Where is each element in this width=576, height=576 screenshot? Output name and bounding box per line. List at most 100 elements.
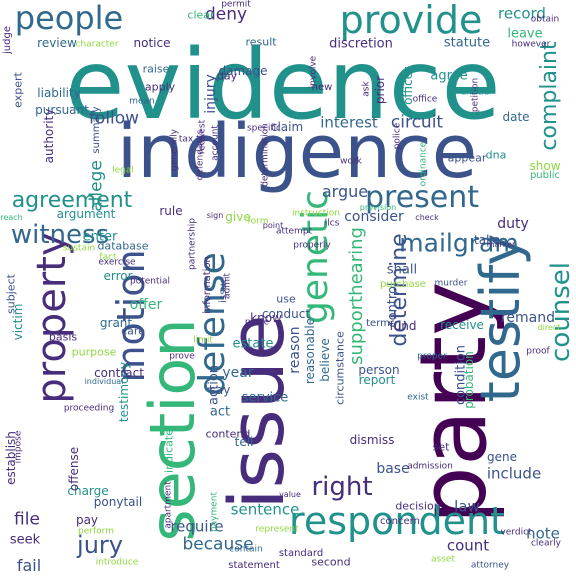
word-perform: perform bbox=[78, 526, 114, 537]
word-believe: believe bbox=[318, 338, 332, 382]
word-clearly: clearly bbox=[530, 538, 562, 549]
word-pay: pay bbox=[75, 513, 99, 527]
word-asset: asset bbox=[431, 554, 455, 565]
word-offer: offer bbox=[129, 297, 163, 313]
word-count: count bbox=[446, 536, 490, 555]
word-new: new bbox=[311, 82, 333, 93]
word-defendants: defendants bbox=[195, 129, 206, 181]
word-fail: fail bbox=[16, 556, 42, 575]
word-decision: decision bbox=[395, 499, 441, 513]
word-receive: receive bbox=[440, 318, 484, 332]
word-proof: proof bbox=[526, 346, 550, 357]
word-pursuant: pursuant bbox=[35, 103, 89, 117]
word-police: police bbox=[392, 122, 403, 150]
word-file: file bbox=[14, 509, 40, 530]
word-leave: leave bbox=[507, 26, 543, 42]
word-mean: mean bbox=[129, 96, 155, 107]
word-office: office bbox=[412, 94, 438, 105]
word-statute: statute bbox=[443, 35, 491, 51]
word-sentence: sentence bbox=[230, 500, 300, 519]
word-act: act bbox=[209, 404, 231, 420]
word-fact: fact bbox=[99, 252, 117, 263]
word-statement: statement bbox=[228, 560, 280, 571]
word-property: property bbox=[29, 232, 75, 404]
word-second: second bbox=[311, 555, 351, 569]
word-form: form bbox=[247, 216, 269, 227]
word-introduce: introduce bbox=[95, 557, 139, 568]
word-judge: judge bbox=[2, 26, 13, 54]
word-deny: deny bbox=[204, 4, 248, 25]
word-require: require bbox=[170, 517, 224, 536]
word-dismiss: dismiss bbox=[349, 433, 395, 447]
word-result: result bbox=[245, 35, 277, 49]
word-witness: witness bbox=[10, 220, 110, 250]
word-know: know bbox=[250, 311, 282, 325]
word-charge: charge bbox=[67, 484, 109, 498]
word-grant: grant bbox=[99, 316, 133, 330]
word-say: say bbox=[209, 383, 231, 397]
word-ask: ask bbox=[361, 81, 372, 97]
word-agreement: agreement bbox=[11, 188, 133, 213]
word-character: character bbox=[75, 39, 119, 50]
word-exist: exist bbox=[407, 392, 429, 403]
word-date: date bbox=[502, 110, 530, 124]
word-marker: marker bbox=[486, 240, 516, 249]
word-reasonable: reasonable bbox=[303, 317, 317, 385]
word-base: base bbox=[376, 461, 410, 477]
word-mailgram: mailgram bbox=[399, 228, 519, 258]
word-probation: probation bbox=[462, 351, 476, 409]
word-provide: provide bbox=[339, 0, 483, 42]
word-apply: apply bbox=[144, 80, 176, 94]
word-complaint: complaint bbox=[537, 41, 562, 151]
word-liability: liability bbox=[37, 86, 81, 100]
word-dna: dna bbox=[485, 148, 507, 162]
word-care: care bbox=[121, 324, 145, 338]
word-argue: argue bbox=[321, 182, 369, 201]
word-however: however bbox=[511, 39, 551, 50]
word-contain: contain bbox=[229, 544, 263, 555]
word-expert: expert bbox=[11, 72, 25, 108]
word-report: report bbox=[358, 373, 396, 387]
word-seek: seek bbox=[9, 532, 41, 548]
word-payment: payment bbox=[209, 491, 220, 533]
word-permit: permit bbox=[221, 0, 251, 10]
word-proceeding: proceeding bbox=[63, 403, 115, 414]
word-involve: involve bbox=[308, 55, 319, 89]
word-tell: tell bbox=[234, 435, 254, 449]
word-day: day bbox=[216, 69, 238, 83]
word-people: people bbox=[14, 0, 124, 37]
word-evidence: evidence bbox=[65, 29, 501, 141]
word-conduct: conduct bbox=[261, 307, 311, 321]
word-llcs: llcs bbox=[324, 218, 340, 229]
word-year: year bbox=[222, 365, 254, 381]
word-because: because bbox=[182, 534, 254, 555]
word-apartment: apartment bbox=[163, 481, 174, 529]
word-claim: claim bbox=[270, 120, 304, 134]
word-allege: allege bbox=[86, 160, 107, 212]
word-damage: damage bbox=[218, 64, 268, 78]
word-basis: basis bbox=[48, 330, 78, 344]
word-clear: clear bbox=[187, 8, 215, 22]
word-database: database bbox=[97, 239, 149, 253]
word-potential: potential bbox=[129, 276, 171, 287]
word-shall: shall bbox=[386, 262, 418, 278]
word-purpose: purpose bbox=[71, 345, 117, 359]
word-raise: raise bbox=[142, 62, 170, 76]
word-admit: admit bbox=[222, 272, 233, 300]
word-supporthearing: supporthearing bbox=[346, 227, 367, 365]
word-interest: interest bbox=[320, 113, 378, 132]
word-legal: legal bbox=[112, 165, 134, 176]
word-remand: remand bbox=[500, 310, 556, 326]
word-prior: prior bbox=[373, 75, 387, 105]
word-properly: properly bbox=[293, 240, 331, 251]
word-reason: reason bbox=[287, 326, 303, 374]
word-check: check bbox=[415, 213, 439, 222]
word-fund: fund bbox=[389, 319, 417, 333]
word-obtain: obtain bbox=[530, 14, 560, 25]
word-instruction: instruction bbox=[291, 208, 341, 219]
word-value: value bbox=[279, 490, 301, 499]
word-tax: tax bbox=[178, 134, 194, 145]
word-determination: determination bbox=[260, 123, 271, 187]
word-purchase: purchase bbox=[380, 279, 426, 290]
